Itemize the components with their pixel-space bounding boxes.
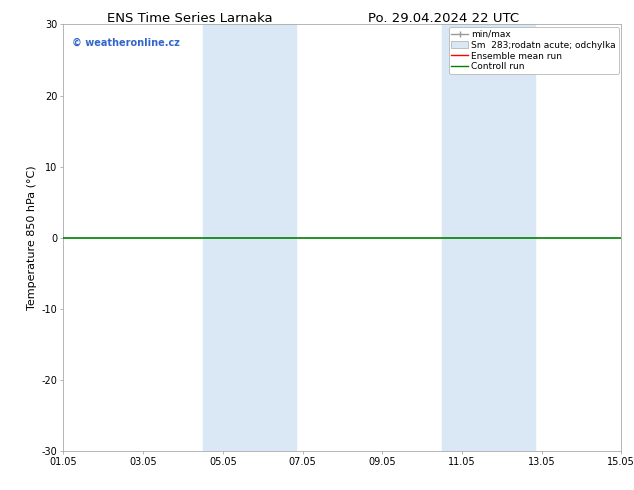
Text: ENS Time Series Larnaka: ENS Time Series Larnaka <box>107 12 273 25</box>
Text: Po. 29.04.2024 22 UTC: Po. 29.04.2024 22 UTC <box>368 12 519 25</box>
Y-axis label: Temperature 850 hPa (°C): Temperature 850 hPa (°C) <box>27 165 37 310</box>
Legend: min/max, Sm  283;rodatn acute; odchylka, Ensemble mean run, Controll run: min/max, Sm 283;rodatn acute; odchylka, … <box>449 27 619 74</box>
Bar <box>442 24 535 451</box>
Text: © weatheronline.cz: © weatheronline.cz <box>72 37 179 48</box>
Bar <box>203 24 295 451</box>
